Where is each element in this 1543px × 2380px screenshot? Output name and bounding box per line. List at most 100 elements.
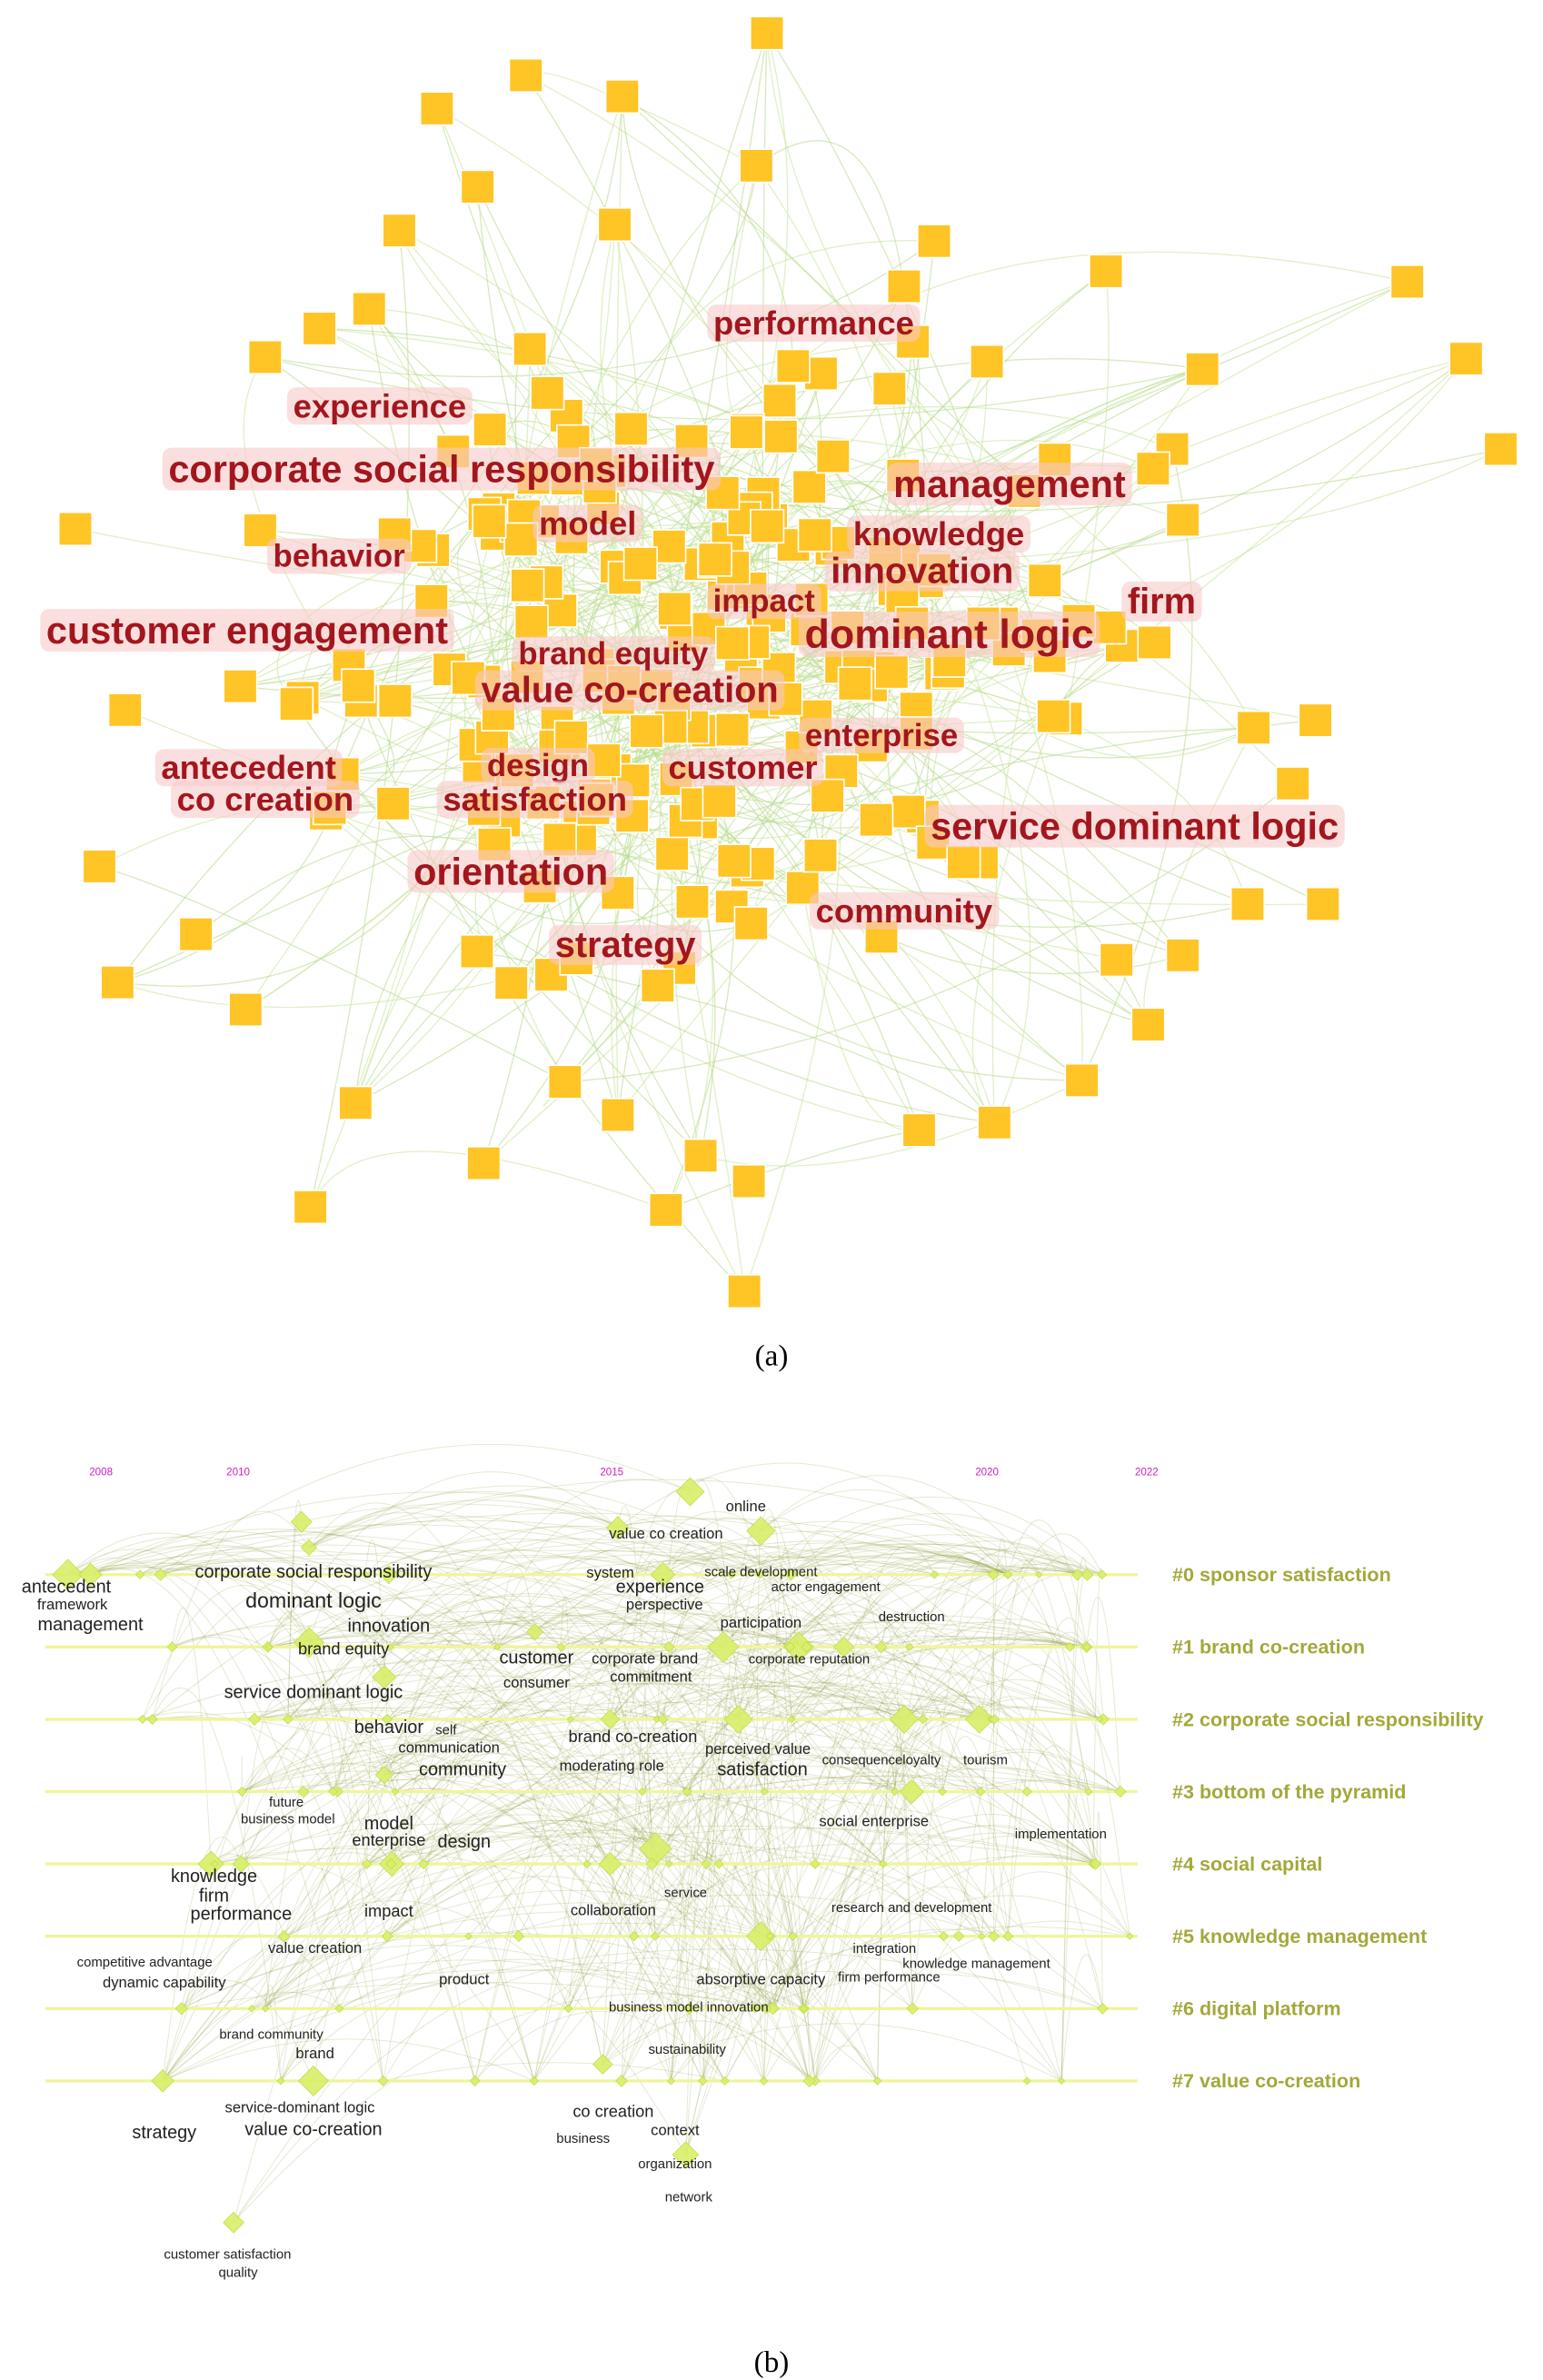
edge (139, 1568, 725, 2082)
edge (979, 1664, 1121, 1792)
edge (386, 1757, 1028, 1937)
keyword-node (938, 1931, 950, 1942)
keyword-label: corporate social responsibility (168, 448, 714, 491)
keyword-node (891, 794, 926, 830)
keyword-node (459, 933, 494, 970)
edge (67, 1536, 392, 1648)
edge (534, 1606, 811, 2081)
edge (760, 1496, 1103, 1576)
edge (763, 1994, 776, 2081)
edge (162, 1814, 656, 2082)
keyword-label: organization (638, 2156, 712, 2172)
edge (399, 230, 715, 562)
edge (423, 1837, 520, 1937)
keyword-node (716, 843, 752, 879)
keyword-node (513, 331, 548, 367)
edge (881, 1629, 1103, 2009)
edge (992, 1537, 1130, 1937)
keyword-node (377, 2075, 389, 2086)
edge (383, 1768, 879, 2082)
edge (731, 1548, 1104, 1720)
edge (242, 1738, 816, 1865)
label-glow (662, 749, 824, 787)
edge (171, 1607, 212, 1865)
edge (889, 388, 1255, 729)
edge (662, 1685, 943, 1792)
edge (181, 1932, 804, 2009)
edge (654, 1733, 765, 1849)
edge (383, 1615, 1087, 2082)
nodes-b (52, 1477, 1134, 2234)
edge (390, 1614, 1130, 1937)
keyword-node (247, 339, 283, 375)
labels-a: performance experience corporate social re… (40, 304, 1345, 965)
edge (622, 96, 905, 561)
edge (1060, 1557, 1088, 2081)
edge (280, 1777, 642, 2082)
keyword-node (107, 692, 143, 728)
edge (654, 1857, 944, 1937)
keyword-label: brand community (219, 2026, 324, 2042)
edge (1007, 1519, 1088, 1648)
keyword-node (146, 1713, 158, 1725)
label-glow (407, 850, 614, 893)
keyword-node (547, 1064, 582, 1100)
edge (390, 1584, 536, 1648)
label-glow (533, 504, 643, 543)
keyword-label: service-dominant logic (225, 2099, 375, 2116)
edge (991, 1537, 1008, 1719)
edge (790, 1530, 882, 1648)
label-glow (154, 749, 343, 787)
edge (67, 1550, 981, 1792)
keyword-node (1080, 1568, 1094, 1581)
edge (496, 1542, 732, 1648)
edge (1060, 1768, 1090, 2081)
keyword-node (645, 1857, 659, 1871)
edge (383, 1752, 1120, 1792)
edge (672, 719, 1316, 855)
keyword-label: dominant logic (805, 612, 1094, 657)
keyword-node (787, 1715, 796, 1724)
keyword-node (723, 1704, 753, 1735)
edge (958, 1556, 1088, 1937)
keyword-node (952, 1930, 965, 1942)
keyword-node (605, 1516, 631, 1540)
keyword-label: satisfaction (443, 781, 627, 818)
keyword-node (1275, 766, 1310, 802)
edge (602, 2020, 810, 2082)
edge (979, 1533, 1103, 1720)
label-glow (512, 636, 715, 672)
edge (67, 1567, 611, 1865)
edge (172, 1625, 776, 2009)
keyword-label: value co creation (609, 1525, 722, 1542)
edge (211, 1836, 883, 1865)
keyword-node (1027, 563, 1062, 598)
keyword-node (352, 291, 387, 326)
edge (792, 1779, 1121, 1937)
edge (394, 1601, 498, 1792)
keyword-node (137, 1714, 147, 1725)
keyword-node (464, 1932, 473, 1941)
edge (617, 1462, 1009, 1576)
edge (162, 1566, 1088, 2082)
keyword-node (946, 844, 981, 880)
edge (152, 1555, 663, 1720)
edge (633, 1780, 896, 1937)
edge (386, 1559, 732, 1937)
edge (303, 1753, 635, 1937)
edge (671, 1699, 792, 2081)
edge (391, 1617, 562, 1865)
keyword-label: absorptive capacity (696, 1971, 826, 1988)
keyword-node (784, 1568, 798, 1581)
edge (803, 1895, 1130, 2009)
keyword-node (714, 625, 751, 661)
edge (689, 1675, 905, 2009)
cluster-label: #7 value co-creation (1172, 2069, 1360, 2092)
edge (391, 1835, 569, 2009)
edge (264, 1922, 762, 2009)
edge (67, 1558, 800, 1648)
keyword-label: behavior (354, 1718, 424, 1738)
edge (364, 1525, 1090, 1792)
edge (280, 1631, 724, 2082)
keyword-label: network (665, 2190, 713, 2206)
